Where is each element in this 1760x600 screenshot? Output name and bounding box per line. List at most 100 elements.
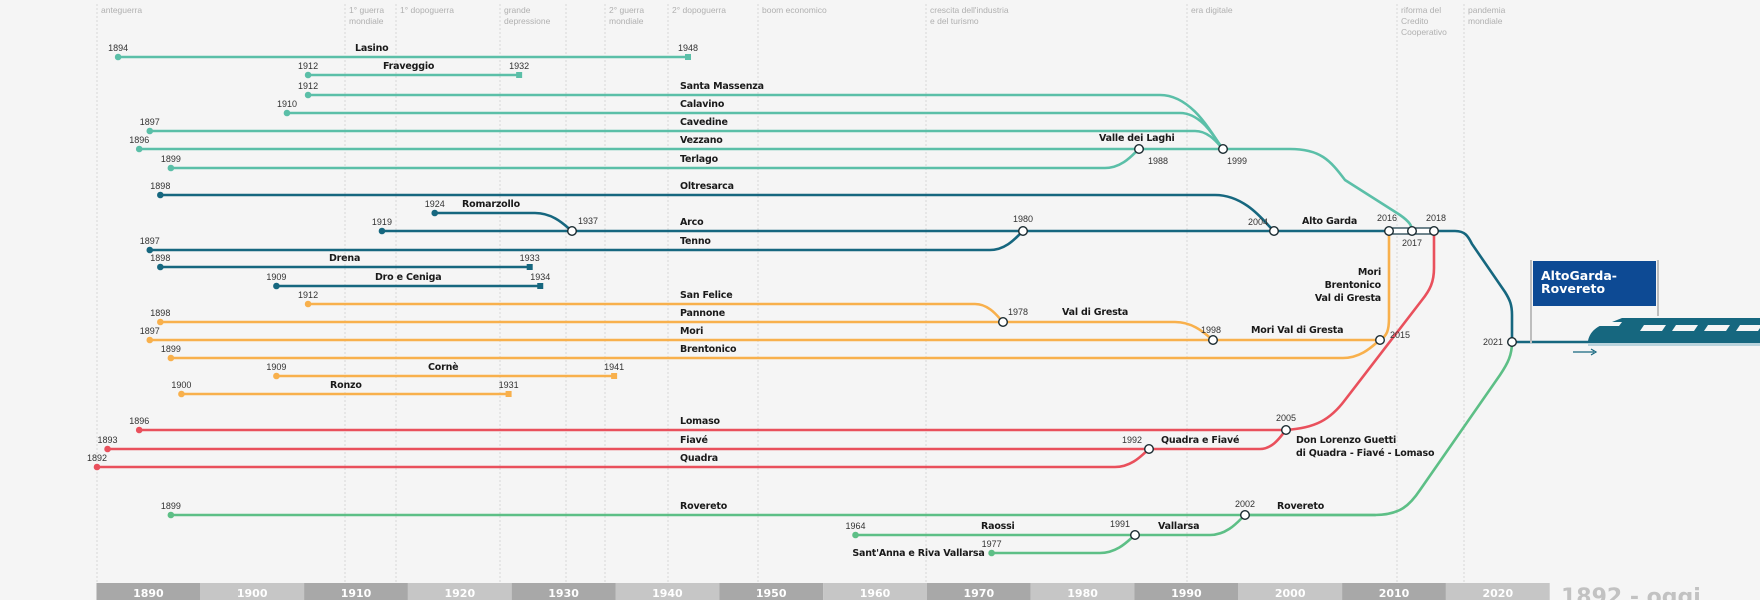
decade-block [1238, 583, 1343, 600]
end-year-label: 1933 [520, 253, 540, 263]
end-year-label: 1931 [499, 380, 519, 390]
merger-year-label: 2005 [1276, 413, 1296, 423]
start-year-label: 1912 [298, 61, 318, 71]
merger-year-label: 2004 [1248, 217, 1268, 227]
station-label: Lasino [355, 43, 389, 54]
decade-block [200, 583, 305, 600]
sign-line-1: AltoGarda- [1541, 268, 1617, 283]
decade-label: 2010 [1379, 587, 1410, 600]
merger-year-label: 1978 [1008, 307, 1028, 317]
arrow-right-icon [1590, 348, 1598, 356]
merger-node [1239, 510, 1250, 521]
decade-block [304, 583, 408, 600]
start-year-label: 1912 [298, 81, 318, 91]
era-label: 2° guerra [609, 5, 644, 15]
station-label: Oltresarca [680, 181, 734, 192]
merger-node [1428, 225, 1439, 236]
sign-line-2: Rovereto [1541, 281, 1606, 296]
range-label: 1892 - oggi [1561, 585, 1701, 600]
end-marker [685, 54, 691, 60]
train-window [1736, 325, 1760, 331]
start-dot [431, 209, 439, 217]
line-corn- [273, 372, 618, 380]
decade-block [1030, 583, 1135, 600]
start-dot [157, 191, 164, 199]
line-calavino [283, 109, 1225, 151]
merger-node [1207, 335, 1218, 346]
decade-label: 1900 [237, 587, 268, 600]
decade-label: 1960 [860, 587, 891, 600]
merger-label: Valle dei Laghi [1099, 133, 1175, 144]
station-label: Pannone [680, 308, 725, 319]
end-year-label: 1934 [530, 272, 550, 282]
line-lasino [114, 53, 691, 61]
merger-node [1406, 225, 1417, 236]
end-year-label: 1932 [509, 61, 529, 71]
start-year-label: 1894 [108, 43, 128, 53]
end-marker [516, 72, 523, 78]
line-arco [378, 227, 1436, 235]
merger-node [1143, 444, 1154, 455]
line-path [169, 338, 1382, 360]
decade-label: 1910 [341, 587, 372, 600]
train-icon [1588, 318, 1760, 346]
end-marker [526, 264, 533, 270]
era-label: e del turismo [930, 16, 979, 26]
decade-block [719, 583, 824, 600]
merger-label: Don Lorenzo Guetti [1296, 435, 1396, 446]
merger-label: Val di Gresta [1315, 293, 1381, 304]
line-path [148, 229, 1025, 252]
line-santa-massenza [304, 91, 1225, 151]
train-window [1704, 325, 1730, 331]
decade-block [926, 583, 1031, 600]
start-year-label: 1909 [266, 362, 286, 372]
train-window [1672, 325, 1698, 331]
end-year-label: 1941 [604, 362, 624, 372]
end-year-label: 1948 [678, 43, 698, 53]
decade-label: 1920 [444, 587, 475, 600]
start-dot [146, 127, 154, 135]
station-label: Tenno [680, 236, 711, 247]
line-path [169, 147, 1141, 170]
start-year-label: 1896 [129, 416, 149, 426]
start-dot [167, 354, 175, 362]
start-dot [167, 164, 175, 172]
line-path [306, 302, 1005, 324]
start-year-label: 1977 [982, 539, 1002, 549]
start-year-label: 1910 [277, 99, 297, 109]
decade-label: 1980 [1067, 587, 1098, 600]
station-label: Arco [680, 217, 704, 228]
start-dot [114, 53, 122, 61]
merger-label: di Quadra - Fiavé - Lomaso [1296, 448, 1435, 459]
start-year-label: 1898 [150, 308, 170, 318]
era-label: boom economico [762, 5, 827, 15]
station-label: Fraveggio [383, 61, 435, 72]
start-year-label: 1896 [129, 135, 149, 145]
decade-block [1445, 583, 1550, 600]
decade-block [407, 583, 512, 600]
decade-label: 1940 [652, 587, 683, 600]
line-terlago [167, 147, 1141, 172]
start-dot [273, 282, 280, 290]
merger-label: Brentonico [1325, 280, 1382, 291]
station-label: Quadra [680, 453, 718, 464]
station-label: Lomaso [680, 416, 721, 427]
station-label: San Felice [680, 290, 732, 301]
station-label: Raossi [981, 521, 1015, 532]
decade-block [511, 583, 616, 600]
start-dot [146, 246, 154, 254]
start-year-label: 1919 [372, 217, 392, 227]
line-tenno [146, 229, 1025, 254]
merger-year-label: 1991 [1110, 519, 1130, 529]
merger-year-label: 1999 [1227, 156, 1247, 166]
start-dot [283, 109, 291, 117]
station-label: Dro e Ceniga [375, 272, 441, 283]
era-label: crescita dell'industria [930, 5, 1009, 15]
station-label: Ronzo [330, 380, 362, 391]
line-ronzo [178, 390, 512, 398]
line-path [433, 211, 574, 233]
trunk-giudicarie [1284, 229, 1436, 432]
station-label: Mori [680, 326, 703, 337]
station-label: Terlago [680, 154, 719, 165]
